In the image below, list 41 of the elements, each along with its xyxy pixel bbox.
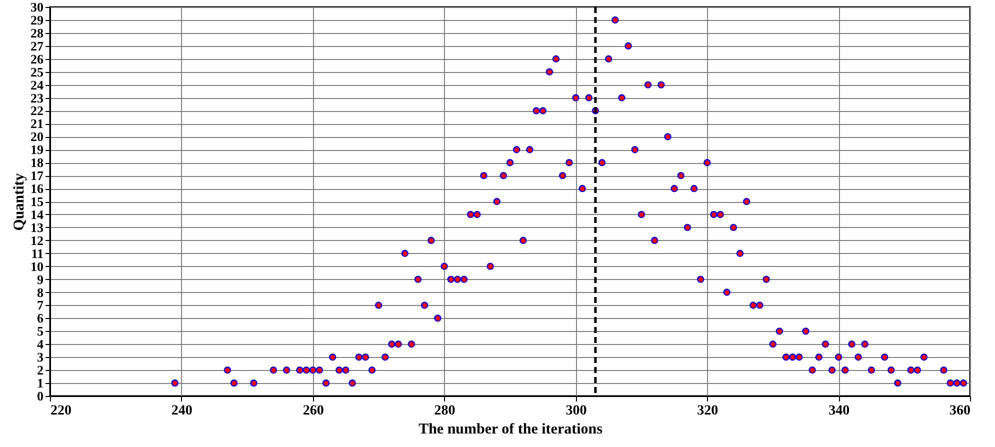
y-tick-label: 18: [30, 155, 44, 170]
y-tick-label: 21: [30, 116, 44, 132]
y-tick-label: 24: [30, 77, 44, 92]
y-tick-label: 10: [30, 258, 44, 274]
y-tick-label: 27: [30, 38, 44, 54]
x-tick-label: 340: [828, 404, 850, 418]
y-tick-label: 8: [37, 284, 44, 300]
y-tick-label: 23: [30, 90, 44, 106]
y-tick-label: 5: [37, 324, 44, 339]
y-tick-label: 12: [30, 232, 44, 248]
y-tick-label: 25: [30, 64, 44, 80]
y-tick-label: 16: [30, 181, 44, 196]
x-tick-label: 260: [302, 404, 324, 418]
y-tick-label: 4: [37, 336, 44, 352]
y-tick-label: 13: [30, 220, 44, 235]
y-tick-label: 1: [37, 376, 44, 391]
x-axis-title: The number of the iterations: [418, 422, 603, 438]
y-tick-label: 29: [30, 12, 44, 28]
x-tick-label: 360: [950, 404, 970, 418]
y-tick-label: 15: [30, 194, 44, 209]
y-tick-label: 6: [37, 310, 44, 326]
y-tick-label: 30: [30, 0, 44, 14]
y-tick-label: 20: [30, 129, 44, 144]
x-tick-label: 240: [171, 404, 192, 418]
y-tick-label: 3: [37, 350, 44, 365]
y-tick-label: 28: [30, 25, 44, 40]
y-tick-label: 14: [30, 206, 44, 222]
y-tick-label: 26: [30, 51, 44, 66]
y-tick-label: 0: [37, 388, 44, 404]
x-tick-label: 320: [697, 404, 718, 418]
x-tick-label: 280: [434, 404, 456, 418]
x-tick-label: 300: [566, 404, 587, 418]
y-tick-label: 22: [30, 103, 44, 118]
y-tick-label: 9: [37, 272, 44, 287]
y-tick-label: 2: [37, 362, 44, 378]
y-tick-label: 17: [30, 168, 44, 184]
x-tick-label: 220: [50, 404, 72, 418]
y-tick-label: 7: [37, 298, 44, 313]
y-axis-title: Quantity: [12, 172, 28, 231]
y-tick-label: 11: [31, 246, 44, 261]
y-tick-label: 19: [30, 142, 44, 158]
